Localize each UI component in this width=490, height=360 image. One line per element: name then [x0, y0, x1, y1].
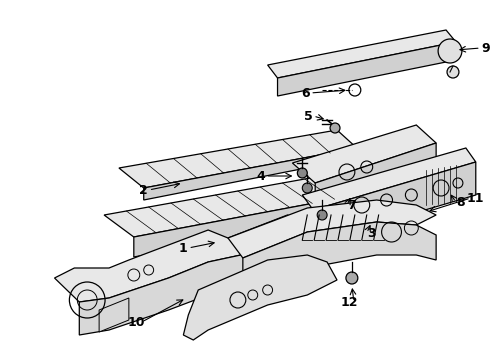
Polygon shape	[54, 215, 317, 302]
Circle shape	[297, 168, 307, 178]
Text: 1: 1	[179, 242, 188, 255]
Polygon shape	[243, 222, 436, 285]
Text: 2: 2	[139, 184, 148, 197]
Text: 7: 7	[347, 198, 356, 212]
Text: 3: 3	[368, 226, 376, 239]
Polygon shape	[104, 175, 357, 237]
Polygon shape	[99, 298, 129, 332]
Polygon shape	[302, 148, 476, 210]
Polygon shape	[183, 255, 337, 340]
Polygon shape	[277, 42, 456, 96]
Text: 5: 5	[304, 109, 313, 122]
Polygon shape	[79, 230, 317, 335]
Circle shape	[317, 210, 327, 220]
Polygon shape	[293, 125, 436, 183]
Polygon shape	[228, 200, 436, 258]
Polygon shape	[119, 130, 357, 188]
Text: 8: 8	[457, 195, 465, 208]
Text: 4: 4	[256, 170, 265, 183]
Text: 6: 6	[301, 86, 310, 99]
Polygon shape	[134, 195, 357, 257]
Circle shape	[346, 272, 358, 284]
Polygon shape	[313, 162, 476, 243]
Text: 10: 10	[128, 315, 146, 328]
Polygon shape	[144, 148, 357, 200]
Circle shape	[330, 123, 340, 133]
Circle shape	[447, 66, 459, 78]
Circle shape	[438, 39, 462, 63]
Polygon shape	[268, 30, 456, 78]
Circle shape	[302, 183, 312, 193]
Text: 9: 9	[481, 41, 490, 54]
Polygon shape	[315, 143, 436, 205]
Text: 11: 11	[467, 192, 485, 204]
Text: 12: 12	[340, 296, 358, 309]
